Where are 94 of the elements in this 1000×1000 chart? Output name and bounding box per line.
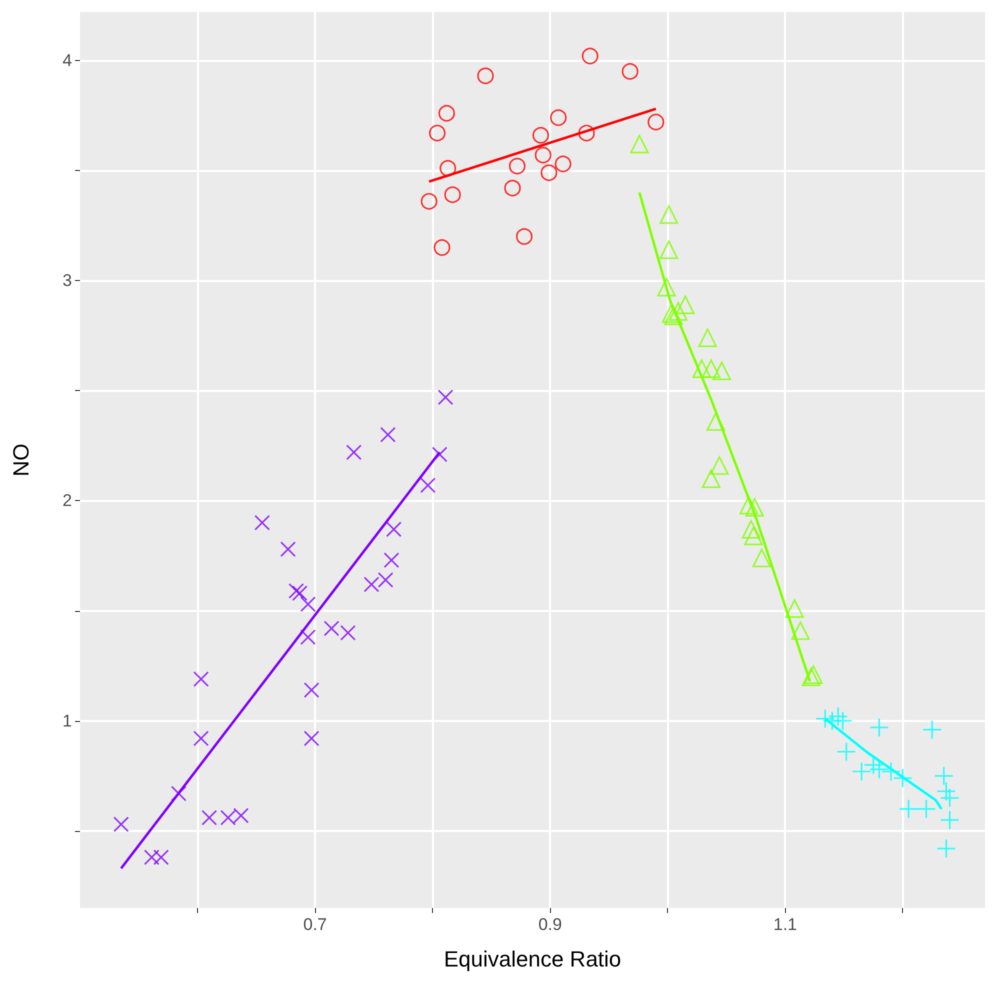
point — [828, 706, 848, 726]
point — [668, 302, 688, 321]
point — [852, 762, 872, 782]
point — [193, 671, 209, 687]
point — [815, 708, 835, 728]
point — [532, 126, 550, 144]
point — [444, 186, 461, 204]
point — [170, 786, 187, 802]
point — [300, 596, 316, 612]
point — [922, 720, 942, 740]
y-tick-label: 2 — [62, 491, 72, 510]
point — [702, 469, 720, 488]
point — [578, 124, 595, 142]
point — [710, 456, 729, 475]
point — [304, 730, 320, 746]
point — [304, 682, 320, 698]
point — [220, 810, 236, 826]
point — [434, 239, 450, 256]
point — [153, 850, 169, 866]
point — [936, 838, 956, 858]
point — [881, 762, 901, 782]
point — [752, 548, 771, 568]
point — [745, 498, 764, 517]
point — [869, 718, 890, 738]
point — [657, 278, 676, 296]
point — [864, 755, 884, 775]
point — [386, 522, 402, 538]
point — [934, 766, 954, 786]
point — [516, 228, 533, 245]
point — [346, 444, 362, 460]
point — [936, 782, 956, 802]
point — [534, 146, 552, 164]
point — [420, 193, 438, 210]
point — [791, 621, 810, 640]
point — [292, 585, 308, 601]
point — [739, 496, 758, 514]
point — [550, 109, 567, 126]
point — [254, 514, 270, 531]
point — [698, 328, 717, 348]
point — [420, 478, 436, 494]
point — [540, 164, 558, 182]
point — [630, 134, 649, 154]
x-axis-title: Equivalence Ratio — [444, 946, 622, 972]
point — [280, 541, 296, 557]
point — [438, 104, 455, 122]
point — [712, 362, 732, 380]
point — [144, 850, 160, 866]
y-tick-label: 4 — [62, 50, 72, 70]
point — [477, 68, 494, 84]
point — [113, 816, 129, 832]
x-tick-label: 0.9 — [538, 915, 562, 934]
point — [622, 63, 638, 80]
point — [660, 240, 678, 260]
point — [364, 576, 380, 592]
point — [702, 359, 720, 378]
point — [706, 412, 726, 431]
point — [832, 711, 853, 731]
y-tick-label: 3 — [62, 271, 72, 290]
point — [432, 446, 448, 462]
point — [384, 552, 400, 568]
point — [692, 359, 712, 378]
point — [676, 295, 695, 314]
point — [378, 572, 394, 588]
point — [438, 389, 454, 406]
point — [940, 788, 960, 808]
point — [582, 48, 598, 64]
point — [504, 180, 521, 196]
point — [380, 426, 396, 442]
point — [288, 583, 304, 599]
point — [233, 808, 249, 824]
point — [324, 620, 340, 636]
x-tick-label: 0.7 — [303, 915, 327, 934]
point — [916, 799, 936, 819]
point — [429, 124, 446, 142]
point — [892, 768, 913, 788]
point — [898, 799, 918, 819]
point — [744, 526, 763, 546]
point — [300, 629, 316, 646]
point — [940, 810, 960, 830]
point — [648, 114, 664, 130]
y-tick-label: 1 — [62, 711, 72, 730]
point — [440, 160, 456, 177]
x-tick-label: 1.1 — [773, 915, 798, 934]
point — [193, 730, 209, 746]
point — [785, 599, 804, 618]
point — [742, 520, 760, 539]
point — [340, 625, 356, 641]
point — [201, 810, 218, 826]
point — [554, 156, 572, 172]
point — [660, 205, 678, 224]
y-axis-title: NO — [8, 444, 34, 476]
point — [508, 158, 526, 174]
point — [869, 760, 890, 780]
point — [836, 742, 856, 762]
